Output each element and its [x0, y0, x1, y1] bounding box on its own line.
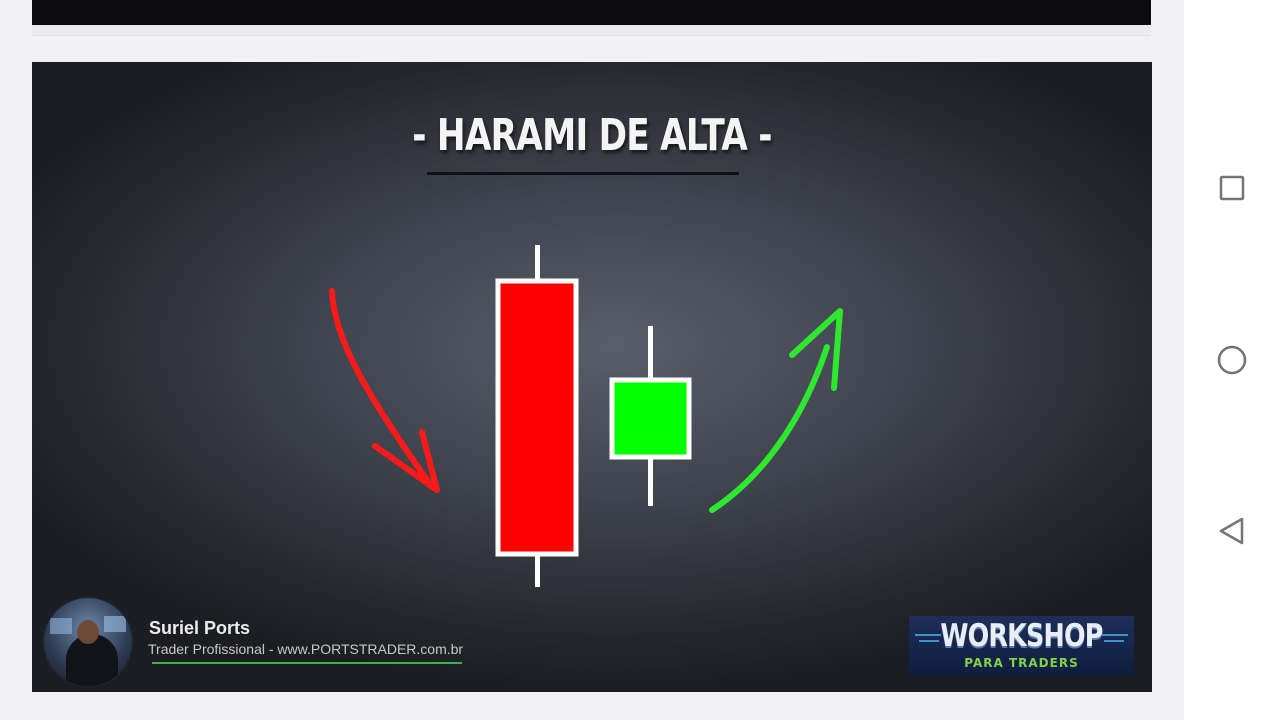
logo-subtitle: PARA TRADERS	[964, 656, 1079, 670]
logo-stripe	[919, 640, 939, 642]
avatar-head	[77, 620, 99, 644]
bearish-lower-wick	[535, 555, 540, 587]
square-icon	[1219, 175, 1245, 201]
logo-stripe	[1104, 640, 1124, 642]
post-image-slide[interactable]: - HARAMI DE ALTA -	[32, 62, 1152, 692]
recents-button[interactable]	[1216, 172, 1248, 204]
workshop-logo: WORKSHOP PARA TRADERS	[909, 616, 1134, 676]
bearish-candle	[495, 245, 579, 587]
slide-title: - HARAMI DE ALTA -	[412, 110, 772, 161]
triangle-back-icon	[1219, 517, 1244, 545]
bullish-lower-wick	[648, 457, 653, 506]
bullish-upper-wick	[648, 326, 653, 380]
up-arrow-icon	[709, 308, 843, 513]
bearish-body	[495, 278, 579, 557]
system-navigation-bar	[1184, 0, 1280, 720]
title-underline	[427, 172, 739, 175]
previous-post-image-edge	[32, 0, 1151, 25]
bearish-upper-wick	[535, 245, 540, 281]
avatar-monitor	[50, 618, 72, 634]
divider	[32, 25, 1151, 36]
bullish-body	[609, 377, 692, 460]
logo-stripe	[915, 634, 941, 636]
author-underline	[152, 662, 462, 664]
harami-diagram	[329, 245, 843, 587]
bullish-candle	[609, 326, 692, 506]
down-arrow-icon	[329, 288, 440, 493]
logo-stripe	[1102, 634, 1128, 636]
author-name: Suriel Ports	[149, 618, 251, 638]
back-button[interactable]	[1216, 515, 1248, 547]
logo-word: WORKSHOP	[940, 618, 1103, 654]
author-subtitle: Trader Profissional - www.PORTSTRADER.co…	[148, 641, 464, 657]
circle-icon	[1217, 345, 1247, 375]
author-avatar	[42, 596, 134, 688]
home-button[interactable]	[1216, 344, 1248, 376]
avatar-monitor	[104, 616, 126, 632]
